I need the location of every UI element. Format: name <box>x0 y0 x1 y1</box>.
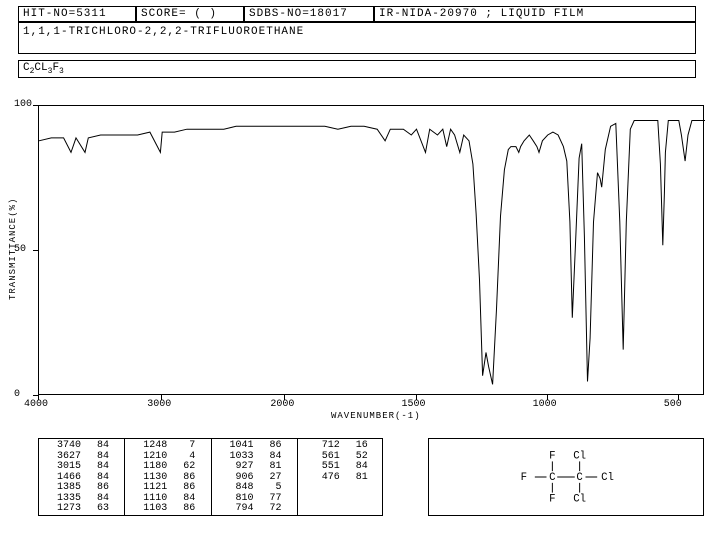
peak-row: 362784 <box>39 452 124 463</box>
peak-row: 112186 <box>125 483 210 494</box>
peak-intensity: 16 <box>340 441 368 452</box>
peak-row: 12487 <box>125 441 210 452</box>
molecular-structure: CCFFFClClCl <box>428 438 704 516</box>
svg-text:F: F <box>549 493 555 505</box>
peak-intensity: 63 <box>81 504 109 515</box>
score-field: SCORE= ( ) <box>136 6 244 22</box>
ir-spectrum-plot <box>38 105 704 395</box>
peak-row: 118062 <box>125 462 210 473</box>
peak-row: 8485 <box>212 483 297 494</box>
peak-row: 47681 <box>298 473 384 484</box>
peak-intensity: 62 <box>167 462 195 473</box>
peak-row: 55184 <box>298 462 384 473</box>
formula-text: C2CL3F3 <box>23 62 64 76</box>
x-axis-title: WAVENUMBER(-1) <box>331 411 421 421</box>
peak-wavenumber: 1103 <box>125 504 167 515</box>
compound-name-field: 1,1,1-TRICHLORO-2,2,2-TRIFLUOROETHANE <box>18 22 696 54</box>
score-text: SCORE= ( ) <box>141 8 217 20</box>
sdbs-no-text: SDBS-NO=18017 <box>249 8 348 20</box>
peak-intensity: 86 <box>167 504 195 515</box>
peak-row: 127363 <box>39 504 124 515</box>
peak-intensity: 81 <box>340 473 368 484</box>
x-tick-label: 1500 <box>402 399 426 410</box>
ir-info-field: IR-NIDA-20970 ; LIQUID FILM <box>374 6 696 22</box>
peak-row: 138586 <box>39 483 124 494</box>
compound-name-text: 1,1,1-TRICHLORO-2,2,2-TRIFLUOROETHANE <box>23 26 304 38</box>
peak-wavenumber: 1273 <box>39 504 81 515</box>
peak-wavenumber: 1041 <box>212 441 254 452</box>
peak-wavenumber: 476 <box>298 473 340 484</box>
peak-row: 79472 <box>212 504 297 515</box>
peak-table-column: 1248712104118062113086112186111084110386 <box>125 439 211 515</box>
peak-wavenumber: 794 <box>212 504 254 515</box>
peak-wavenumber: 3740 <box>39 441 81 452</box>
hit-no-text: HIT-NO=5311 <box>23 8 107 20</box>
x-tick-label: 3000 <box>147 399 171 410</box>
peak-wavenumber: 712 <box>298 441 340 452</box>
peak-wavenumber: 927 <box>212 462 254 473</box>
peak-row: 113086 <box>125 473 210 484</box>
peak-intensity: 84 <box>81 462 109 473</box>
peak-wavenumber: 1248 <box>125 441 167 452</box>
peak-row: 81077 <box>212 494 297 505</box>
ir-info-text: IR-NIDA-20970 ; LIQUID FILM <box>379 8 584 20</box>
svg-text:F: F <box>521 472 527 484</box>
formula-field: C2CL3F3 <box>18 60 696 78</box>
peak-row: 56152 <box>298 452 384 463</box>
peak-intensity: 86 <box>254 441 282 452</box>
y-tick <box>33 105 38 106</box>
peak-table: 3740843627843015841466841385861335841273… <box>38 438 383 516</box>
x-tick-label: 4000 <box>24 399 48 410</box>
peak-intensity: 86 <box>167 483 195 494</box>
peak-row: 146684 <box>39 473 124 484</box>
peak-row: 374084 <box>39 441 124 452</box>
peak-intensity: 84 <box>340 462 368 473</box>
peak-row: 71216 <box>298 441 384 452</box>
y-tick <box>33 250 38 251</box>
y-tick-label: 100 <box>14 99 32 110</box>
svg-text:Cl: Cl <box>601 472 614 484</box>
peak-intensity: 5 <box>254 483 282 494</box>
peak-row: 104186 <box>212 441 297 452</box>
peak-table-column: 3740843627843015841466841385861335841273… <box>39 439 125 515</box>
peak-intensity: 72 <box>254 504 282 515</box>
y-tick-label: 0 <box>14 389 20 400</box>
svg-text:C: C <box>549 472 555 484</box>
x-tick-label: 2000 <box>270 399 294 410</box>
peak-row: 133584 <box>39 494 124 505</box>
peak-intensity: 84 <box>81 441 109 452</box>
peak-table-column: 71216561525518447681 <box>298 439 384 515</box>
spectrum-curve <box>39 106 705 396</box>
peak-intensity: 7 <box>167 441 195 452</box>
peak-row: 103384 <box>212 452 297 463</box>
peak-wavenumber: 848 <box>212 483 254 494</box>
peak-table-column: 104186103384927819062784858107779472 <box>212 439 298 515</box>
svg-text:Cl: Cl <box>573 493 586 505</box>
peak-wavenumber: 551 <box>298 462 340 473</box>
peak-row: 110386 <box>125 504 210 515</box>
svg-text:F: F <box>549 450 555 462</box>
sdbs-no-field: SDBS-NO=18017 <box>244 6 374 22</box>
peak-row: 90627 <box>212 473 297 484</box>
peak-wavenumber: 1121 <box>125 483 167 494</box>
peak-intensity: 81 <box>254 462 282 473</box>
peak-intensity: 86 <box>81 483 109 494</box>
svg-text:C: C <box>576 472 582 484</box>
y-tick <box>33 395 38 396</box>
peak-row: 92781 <box>212 462 297 473</box>
peak-row: 111084 <box>125 494 210 505</box>
x-tick-label: 1000 <box>533 399 557 410</box>
structure-drawing: CCFFFClClCl <box>429 439 703 515</box>
peak-wavenumber: 3015 <box>39 462 81 473</box>
peak-wavenumber: 1180 <box>125 462 167 473</box>
peak-wavenumber: 1385 <box>39 483 81 494</box>
y-tick-label: 50 <box>14 244 26 255</box>
x-tick-label: 500 <box>664 399 682 410</box>
hit-no-field: HIT-NO=5311 <box>18 6 136 22</box>
peak-row: 301584 <box>39 462 124 473</box>
svg-text:Cl: Cl <box>573 450 586 462</box>
peak-row: 12104 <box>125 452 210 463</box>
